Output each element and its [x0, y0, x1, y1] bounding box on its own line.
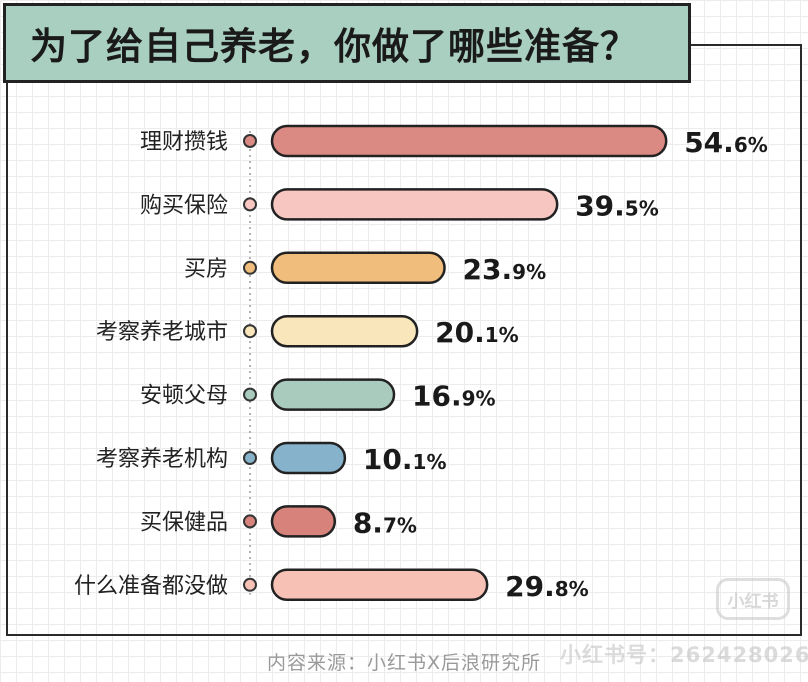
category-label: 考察养老机构	[96, 447, 228, 472]
value-label: 54.6%	[684, 126, 768, 159]
watermark-text: 小红书号：262428026	[560, 643, 808, 667]
bar	[270, 188, 559, 221]
watermark-logo: 小红书	[716, 578, 790, 620]
category-marker	[243, 451, 257, 465]
bar	[270, 251, 446, 285]
value-label: 29.8%	[505, 570, 589, 603]
bar	[270, 124, 668, 158]
value-label: 20.1%	[435, 316, 519, 349]
title-banner: 为了给自己养老，你做了哪些准备？	[3, 3, 691, 83]
bar	[270, 568, 489, 602]
category-marker	[243, 387, 257, 402]
value-label: 10.1%	[363, 443, 447, 476]
marks-layer: 理财攒钱 54.6% 购买保险 39.5% 买房 23.9% 考察养老城市 20.1% 安顿父母…	[74, 124, 768, 603]
category-label: 考察养老城市	[96, 320, 228, 345]
category-label: 购买保险	[140, 193, 228, 218]
value-label: 16.9%	[412, 380, 496, 413]
category-marker	[243, 134, 257, 148]
category-label: 理财攒钱	[140, 130, 228, 155]
category-label: 安顿父母	[140, 384, 228, 409]
category-label: 买房	[184, 257, 228, 282]
bar	[270, 314, 419, 348]
bar	[270, 378, 396, 411]
source-note: 内容来源：小红书X后浪研究所	[266, 652, 542, 674]
value-label: 8.7%	[353, 506, 417, 539]
chart-title: 为了给自己养老，你做了哪些准备？	[30, 25, 638, 68]
category-label: 什么准备都没做	[74, 574, 228, 599]
category-label: 买保健品	[140, 510, 228, 535]
category-marker	[243, 514, 257, 529]
category-marker	[243, 197, 257, 212]
value-label: 39.5%	[575, 189, 659, 222]
category-marker	[243, 577, 257, 592]
category-marker	[243, 324, 257, 339]
bar	[270, 441, 347, 475]
bar	[270, 505, 337, 538]
category-marker	[243, 260, 257, 275]
value-label: 23.9%	[463, 253, 547, 286]
